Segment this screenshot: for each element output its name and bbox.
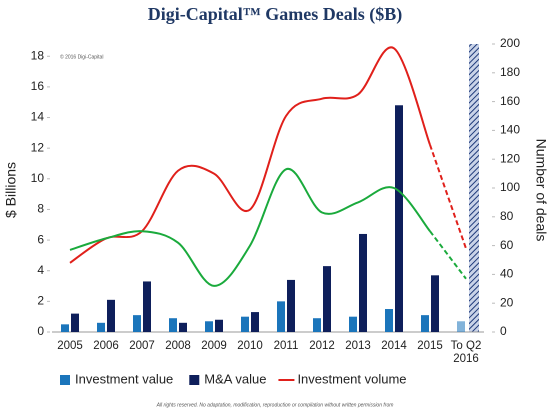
bar xyxy=(251,312,259,332)
y-tick-label: 14 xyxy=(31,110,45,124)
y2-axis-title: Number of deals xyxy=(533,139,549,242)
copyright: © 2016 Digi-Capital xyxy=(60,53,103,60)
y2-tick-label: 160 xyxy=(500,94,520,108)
x-tick-label: To Q2 2016 xyxy=(450,340,482,365)
x-tick-label: 2013 xyxy=(345,340,371,352)
bar xyxy=(215,319,223,332)
bar xyxy=(421,315,429,332)
line-projection xyxy=(429,230,467,280)
y-tick-label: 8 xyxy=(37,202,44,216)
legend-swatch xyxy=(60,375,70,385)
projection-band xyxy=(469,44,479,332)
x-tick-label: 2009 xyxy=(201,340,227,352)
bar xyxy=(277,301,285,332)
bar xyxy=(179,322,187,332)
bar xyxy=(241,316,249,332)
y-tick-label: 0 xyxy=(37,324,44,338)
bar xyxy=(143,281,151,332)
bar xyxy=(61,324,69,332)
y2-tick-label: 180 xyxy=(500,65,520,79)
y2-tick-label: 80 xyxy=(500,209,514,223)
y2-tick-label: 60 xyxy=(500,238,514,252)
x-tick-label: 2006 xyxy=(93,340,119,352)
x-tick-label: 2011 xyxy=(273,340,299,352)
y-tick-label: 2 xyxy=(37,294,44,308)
x-tick-label: 2012 xyxy=(309,340,335,352)
y2-tick-label: 120 xyxy=(500,151,520,165)
bar xyxy=(431,275,439,332)
bar xyxy=(457,321,465,332)
y-tick-label: 6 xyxy=(37,232,44,246)
y2-tick-label: 140 xyxy=(500,123,520,137)
y-tick-label: 12 xyxy=(31,140,45,154)
x-tick-label: 2015 xyxy=(417,340,443,352)
legend-label: Investment value xyxy=(75,371,173,386)
x-tick-label: 2010 xyxy=(237,340,263,352)
legend-label: M&A value xyxy=(204,371,266,386)
y2-tick-label: 100 xyxy=(500,180,520,194)
y2-tick-label: 40 xyxy=(500,267,514,281)
x-tick-label: 2005 xyxy=(57,340,83,352)
y-axis-title: $ Billions xyxy=(3,162,19,218)
bar xyxy=(313,318,321,332)
line xyxy=(69,46,431,264)
bar xyxy=(385,309,393,332)
x-tick-label: 2014 xyxy=(381,340,407,352)
chart-title: Digi-Capital™ Games Deals ($B) xyxy=(148,4,402,25)
y-tick-label: 4 xyxy=(37,263,44,277)
y2-tick-label: 20 xyxy=(500,295,514,309)
bar xyxy=(349,316,357,332)
bar xyxy=(205,321,213,332)
x-tick-label: 2008 xyxy=(165,340,191,352)
bar xyxy=(323,266,331,332)
bar xyxy=(71,313,79,332)
x-tick-label: 2007 xyxy=(129,340,155,352)
legend-swatch xyxy=(189,375,200,385)
line-projection xyxy=(429,144,467,249)
legend-label: Investment volume xyxy=(297,371,406,386)
y-tick-label: 18 xyxy=(31,48,45,62)
bar xyxy=(97,322,105,332)
bar xyxy=(395,105,403,332)
bar xyxy=(107,299,115,332)
y-tick-label: 16 xyxy=(31,79,45,93)
bar xyxy=(359,233,367,332)
y2-tick-label: 0 xyxy=(500,324,507,338)
y2-tick-label: 200 xyxy=(500,36,520,50)
bar xyxy=(133,315,141,332)
footer: All rights reserved. No adaptation, modi… xyxy=(156,402,394,408)
bar xyxy=(287,279,295,332)
bar xyxy=(169,318,177,332)
y-tick-label: 10 xyxy=(31,171,45,185)
line xyxy=(69,168,431,287)
